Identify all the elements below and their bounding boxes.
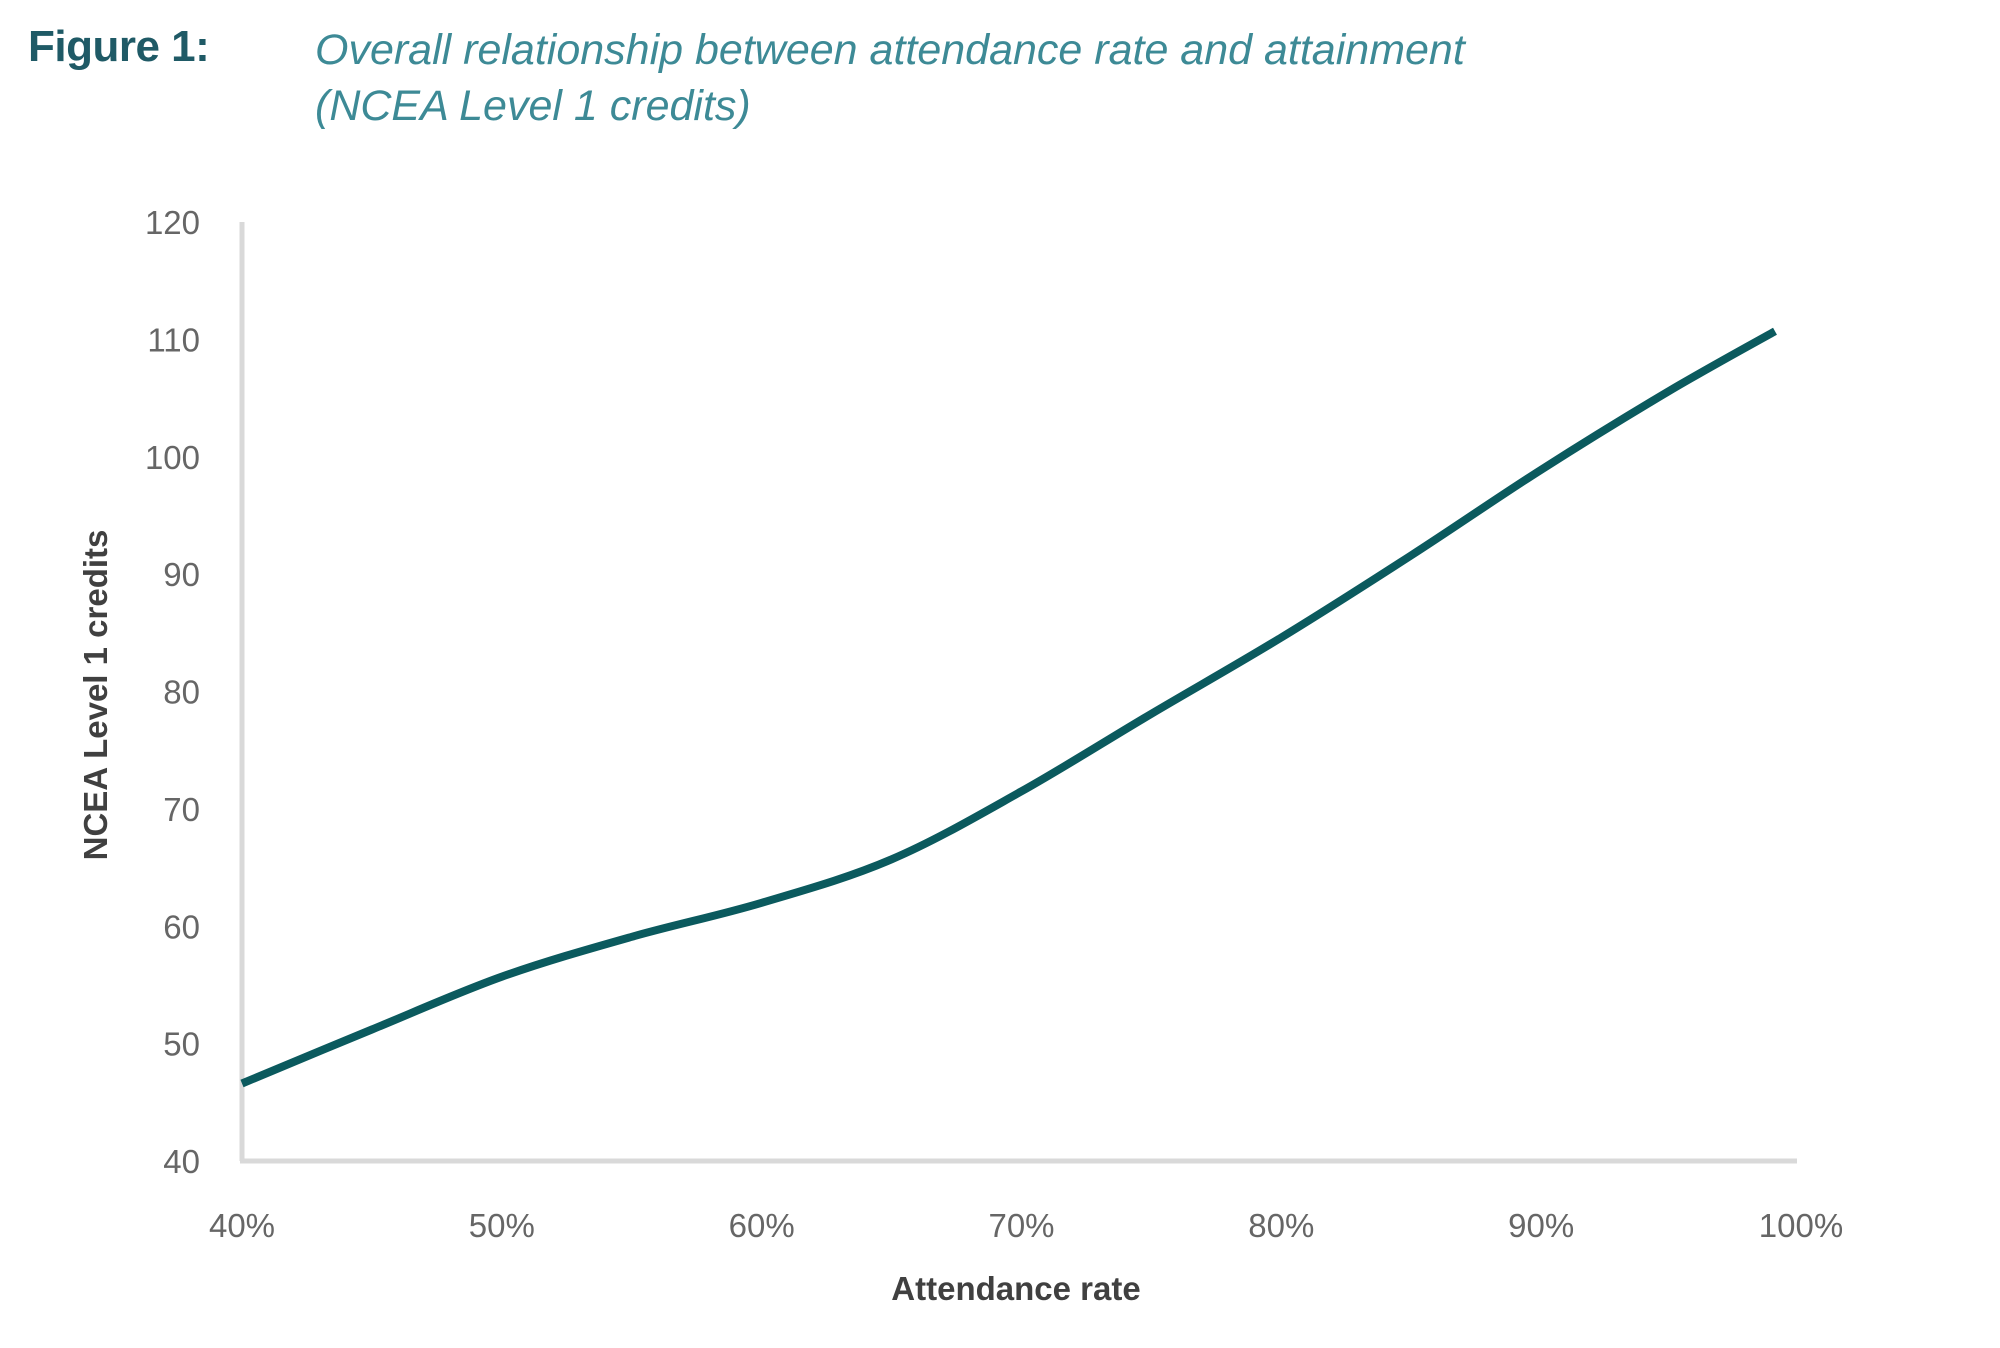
y-tick-label: 90 xyxy=(163,556,200,593)
y-tick-label: 80 xyxy=(163,674,200,711)
x-tick-label: 90% xyxy=(1508,1207,1574,1244)
y-axis-tick-labels: 40 50 60 70 80 90 100 110 120 xyxy=(145,204,200,1180)
x-tick-label: 50% xyxy=(469,1207,535,1244)
x-tick-label: 70% xyxy=(988,1207,1054,1244)
x-tick-label: 100% xyxy=(1759,1207,1843,1244)
series-line-ncea-credits xyxy=(240,327,1777,1088)
figure-title-line-1: Overall relationship between attendance … xyxy=(315,26,1465,74)
y-tick-label: 40 xyxy=(163,1143,200,1180)
x-tick-label: 40% xyxy=(209,1207,275,1244)
x-tick-label: 60% xyxy=(729,1207,795,1244)
y-tick-label: 110 xyxy=(147,321,200,358)
figure-number: Figure 1: xyxy=(28,22,210,71)
y-tick-label: 100 xyxy=(145,439,200,476)
y-axis-title: NCEA Level 1 credits xyxy=(77,530,114,861)
x-axis-tick-labels: 40% 50% 60% 70% 80% 90% 100% xyxy=(209,1207,1843,1244)
x-tick-label: 80% xyxy=(1248,1207,1314,1244)
figure-title-line-2: (NCEA Level 1 credits) xyxy=(315,82,751,130)
figure-title: Overall relationship between attendance … xyxy=(315,22,1875,134)
y-tick-label: 60 xyxy=(163,908,200,945)
y-tick-label: 120 xyxy=(145,204,200,241)
x-axis-title: Attendance rate xyxy=(891,1270,1140,1307)
y-tick-label: 70 xyxy=(163,791,200,828)
y-tick-label: 50 xyxy=(163,1026,200,1063)
